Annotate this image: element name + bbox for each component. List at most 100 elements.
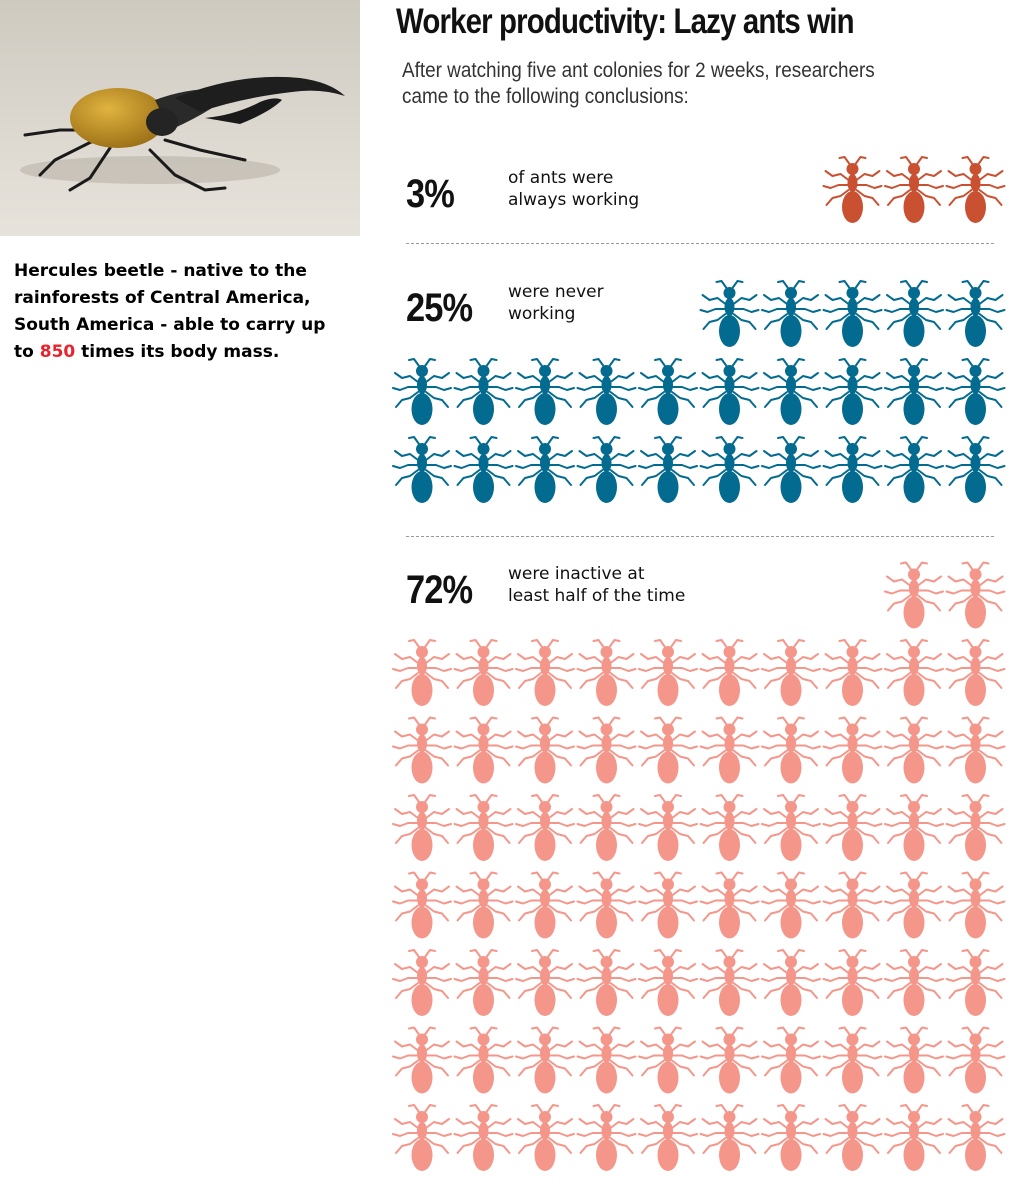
ant-icon bbox=[945, 561, 1006, 630]
ant-icon bbox=[515, 358, 575, 426]
ant-icon bbox=[884, 436, 944, 504]
ant-icon bbox=[884, 871, 944, 940]
ant-icon bbox=[822, 1104, 883, 1172]
ant-icon bbox=[515, 871, 575, 940]
ant-icon bbox=[945, 156, 1006, 224]
chart-subtitle: After watching five ant colonies for 2 w… bbox=[402, 59, 875, 108]
ant-icon bbox=[576, 949, 637, 1017]
ant-icon bbox=[576, 639, 637, 707]
ant-icon bbox=[515, 949, 575, 1017]
ant-icon bbox=[453, 1104, 514, 1172]
ant-icon bbox=[392, 716, 452, 785]
ant-icon bbox=[761, 949, 821, 1017]
ant-icon bbox=[945, 1026, 1006, 1095]
ant-icon bbox=[699, 1026, 760, 1095]
ant-icon bbox=[392, 436, 452, 504]
ant-icon bbox=[576, 871, 637, 940]
ant-icon bbox=[453, 794, 514, 862]
label-inactive-half: were inactive at least half of the time bbox=[508, 563, 738, 607]
ant-icon bbox=[392, 639, 452, 707]
ant-icon bbox=[638, 1104, 698, 1172]
ant-icon bbox=[638, 871, 698, 940]
ant-icon bbox=[638, 716, 698, 785]
caption-highlight-number: 850 bbox=[39, 342, 76, 362]
ant-icon bbox=[576, 1104, 637, 1172]
ant-icon bbox=[884, 949, 944, 1017]
ant-icon bbox=[392, 1104, 452, 1172]
percent-inactive-half: 72% bbox=[406, 568, 473, 612]
section-divider bbox=[406, 536, 994, 537]
ant-icon bbox=[699, 794, 760, 862]
ant-icon bbox=[822, 156, 883, 224]
ant-icon bbox=[699, 871, 760, 940]
ant-icon bbox=[945, 949, 1006, 1017]
label-inactive-half-line2: least half of the time bbox=[508, 586, 686, 606]
ant-icon bbox=[576, 358, 637, 426]
ant-icon bbox=[884, 280, 944, 348]
ant-icon bbox=[945, 436, 1006, 504]
ant-icon bbox=[453, 358, 514, 426]
ant-icon bbox=[453, 871, 514, 940]
ant-icon bbox=[945, 871, 1006, 940]
caption-text-start: Hercules beetle - native to the rainfore… bbox=[14, 261, 326, 362]
ant-icon bbox=[638, 436, 698, 504]
ant-icon bbox=[822, 639, 883, 707]
ant-icon bbox=[945, 280, 1006, 348]
ant-icon bbox=[638, 639, 698, 707]
label-always-working-line1: of ants were bbox=[508, 168, 614, 188]
ant-icon bbox=[515, 436, 575, 504]
ant-icon bbox=[945, 358, 1006, 426]
ant-icon bbox=[699, 949, 760, 1017]
ant-icon bbox=[392, 949, 452, 1017]
ant-icon bbox=[453, 1026, 514, 1095]
label-always-working-line2: always working bbox=[508, 190, 640, 210]
ant-icon bbox=[822, 794, 883, 862]
ant-icon bbox=[761, 358, 821, 426]
ant-icon bbox=[392, 794, 452, 862]
ant-icon bbox=[822, 280, 883, 348]
label-inactive-half-line1: were inactive at bbox=[508, 564, 645, 584]
ant-icon bbox=[822, 1026, 883, 1095]
ant-icon bbox=[515, 1026, 575, 1095]
caption-text-end: times its body mass. bbox=[75, 342, 280, 362]
ant-icon bbox=[392, 358, 452, 426]
ant-icon bbox=[576, 1026, 637, 1095]
ant-icon bbox=[822, 358, 883, 426]
ant-icon bbox=[884, 156, 944, 224]
ant-icon bbox=[761, 794, 821, 862]
ant-icon bbox=[515, 794, 575, 862]
ant-icon bbox=[945, 639, 1006, 707]
ant-icon bbox=[638, 949, 698, 1017]
ant-icon bbox=[699, 358, 760, 426]
ant-icon bbox=[453, 436, 514, 504]
chart-title: Worker productivity: Lazy ants win bbox=[396, 2, 855, 41]
ant-icon bbox=[453, 639, 514, 707]
ant-icon bbox=[699, 716, 760, 785]
ant-icon bbox=[822, 949, 883, 1017]
ant-icon bbox=[699, 639, 760, 707]
ant-icon bbox=[761, 716, 821, 785]
ant-icon bbox=[515, 1104, 575, 1172]
ant-icon bbox=[761, 1104, 821, 1172]
ant-icon bbox=[392, 871, 452, 940]
hercules-beetle-photo bbox=[0, 0, 360, 236]
beetle-caption: Hercules beetle - native to the rainfore… bbox=[14, 258, 344, 366]
ant-icon bbox=[822, 871, 883, 940]
ant-icon bbox=[761, 280, 821, 348]
ant-icon bbox=[761, 1026, 821, 1095]
ant-icon bbox=[761, 436, 821, 504]
ant-icon bbox=[884, 358, 944, 426]
label-never-working-line2: working bbox=[508, 304, 576, 324]
ant-icon bbox=[761, 639, 821, 707]
ant-icon bbox=[761, 871, 821, 940]
ant-icon bbox=[638, 1026, 698, 1095]
ant-icon bbox=[453, 949, 514, 1017]
ant-icon bbox=[884, 794, 944, 862]
ant-icon bbox=[576, 436, 637, 504]
ant-icon bbox=[515, 716, 575, 785]
ant-icon bbox=[884, 561, 944, 630]
ant-icon bbox=[945, 1104, 1006, 1172]
label-always-working: of ants were always working bbox=[508, 167, 738, 211]
ant-icon bbox=[884, 639, 944, 707]
label-never-working: were never working bbox=[508, 281, 738, 325]
